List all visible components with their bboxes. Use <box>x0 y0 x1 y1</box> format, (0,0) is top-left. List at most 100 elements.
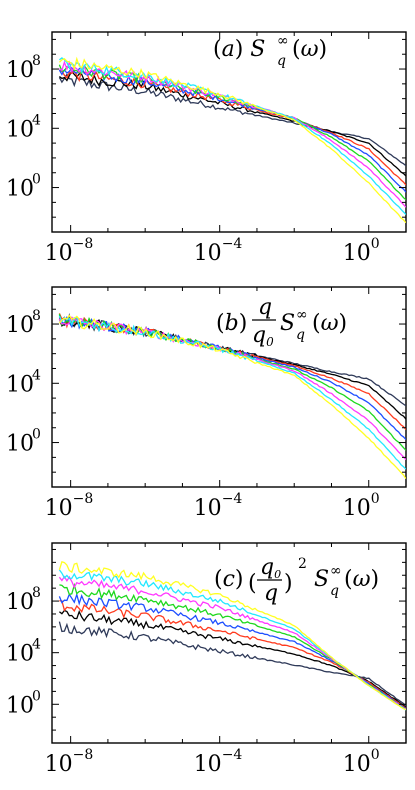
svg-text:(ω): (ω) <box>292 37 327 62</box>
svg-text:q: q <box>296 327 305 343</box>
svg-text:0: 0 <box>32 172 41 188</box>
x-tick-label: 10 0 <box>343 747 380 777</box>
svg-text:10: 10 <box>343 496 371 521</box>
svg-text:10: 10 <box>194 752 222 777</box>
svg-text:∞: ∞ <box>330 563 342 579</box>
svg-text:∞: ∞ <box>277 33 289 49</box>
svg-text:10: 10 <box>6 117 34 142</box>
series-line <box>59 57 406 216</box>
svg-text:10: 10 <box>6 372 34 397</box>
x-tick-label: 10 0 <box>343 236 380 266</box>
y-tick-label: 100 <box>6 172 41 202</box>
svg-text:0: 0 <box>32 427 41 443</box>
y-tick-label: 108 <box>6 585 41 615</box>
y-tick-label: 104 <box>6 367 41 397</box>
y-tick-label: 108 <box>6 53 41 83</box>
svg-text:−8: −8 <box>73 491 94 507</box>
svg-text:(a) S: (a) S <box>213 37 265 62</box>
svg-text:(ω): (ω) <box>344 567 379 592</box>
svg-text:−4: −4 <box>222 491 243 507</box>
svg-text:(ω): (ω) <box>312 311 347 336</box>
svg-text:): ) <box>284 571 293 596</box>
panel-label: (a) S q ∞ (ω) <box>213 33 327 69</box>
svg-text:10: 10 <box>6 58 34 83</box>
svg-text:10: 10 <box>194 496 222 521</box>
series-line <box>58 621 406 707</box>
panel-label: (c) ( q0 q ) 2 S q ∞ (ω) <box>214 555 379 606</box>
svg-text:q: q <box>264 581 278 606</box>
svg-text:10: 10 <box>6 590 34 615</box>
svg-text:q: q <box>258 295 272 320</box>
svg-text:q0: q0 <box>252 323 274 349</box>
svg-text:−8: −8 <box>73 236 94 252</box>
x-tick-label: 10 −4 <box>194 236 243 266</box>
y-tick-label: 108 <box>6 308 41 338</box>
svg-text:10: 10 <box>45 241 73 266</box>
svg-text:q: q <box>330 583 339 599</box>
svg-text:q0: q0 <box>260 555 281 581</box>
svg-text:0: 0 <box>32 688 41 704</box>
x-tick-label: 10 −8 <box>45 491 94 521</box>
series-line <box>58 560 406 711</box>
axes-frame <box>51 31 407 233</box>
axes-frame <box>51 286 407 488</box>
y-tick-label: 100 <box>6 688 41 718</box>
svg-text:S: S <box>314 567 329 592</box>
svg-text:8: 8 <box>32 308 41 324</box>
svg-text:10: 10 <box>45 496 73 521</box>
series-line <box>58 314 406 479</box>
svg-text:−8: −8 <box>73 747 94 763</box>
panel-label: (b) q q0 S q ∞ (ω) <box>216 295 347 349</box>
y-tick-label: 100 <box>6 427 41 457</box>
axes-frame <box>51 542 407 744</box>
svg-text:4: 4 <box>32 637 41 653</box>
svg-text:(: ( <box>248 571 257 596</box>
x-tick-label: 10 0 <box>343 491 380 521</box>
series-layer <box>58 313 406 479</box>
series-line <box>58 315 406 470</box>
y-tick-label: 104 <box>6 112 41 142</box>
svg-text:10: 10 <box>343 752 371 777</box>
svg-text:10: 10 <box>6 693 34 718</box>
svg-text:∞: ∞ <box>296 307 308 323</box>
svg-text:10: 10 <box>6 313 34 338</box>
svg-text:8: 8 <box>32 53 41 69</box>
svg-text:0: 0 <box>371 747 380 763</box>
svg-text:10: 10 <box>45 752 73 777</box>
svg-text:10: 10 <box>194 241 222 266</box>
series-line <box>58 316 406 461</box>
y-tick-label: 104 <box>6 637 41 667</box>
svg-text:S: S <box>280 311 295 336</box>
series-line <box>58 64 406 201</box>
svg-text:(b): (b) <box>216 311 247 336</box>
svg-text:8: 8 <box>32 585 41 601</box>
series-line <box>58 609 406 708</box>
svg-text:(c): (c) <box>214 567 244 592</box>
svg-text:2: 2 <box>298 556 307 572</box>
series-line <box>58 73 406 167</box>
svg-text:4: 4 <box>32 112 41 128</box>
series-layer <box>58 56 406 224</box>
x-tick-label: 10 −8 <box>45 747 94 777</box>
series-line <box>59 600 406 710</box>
svg-text:4: 4 <box>32 367 41 383</box>
series-line <box>59 60 406 208</box>
svg-text:10: 10 <box>6 642 34 667</box>
series-line <box>58 56 406 224</box>
svg-text:q: q <box>277 53 286 69</box>
x-tick-label: 10 −4 <box>194 491 243 521</box>
series-layer <box>58 560 406 711</box>
svg-text:10: 10 <box>343 241 371 266</box>
x-tick-label: 10 −4 <box>194 747 243 777</box>
svg-text:10: 10 <box>6 177 34 202</box>
series-line <box>59 582 406 711</box>
x-tick-label: 10 −8 <box>45 236 94 266</box>
svg-text:0: 0 <box>371 236 380 252</box>
